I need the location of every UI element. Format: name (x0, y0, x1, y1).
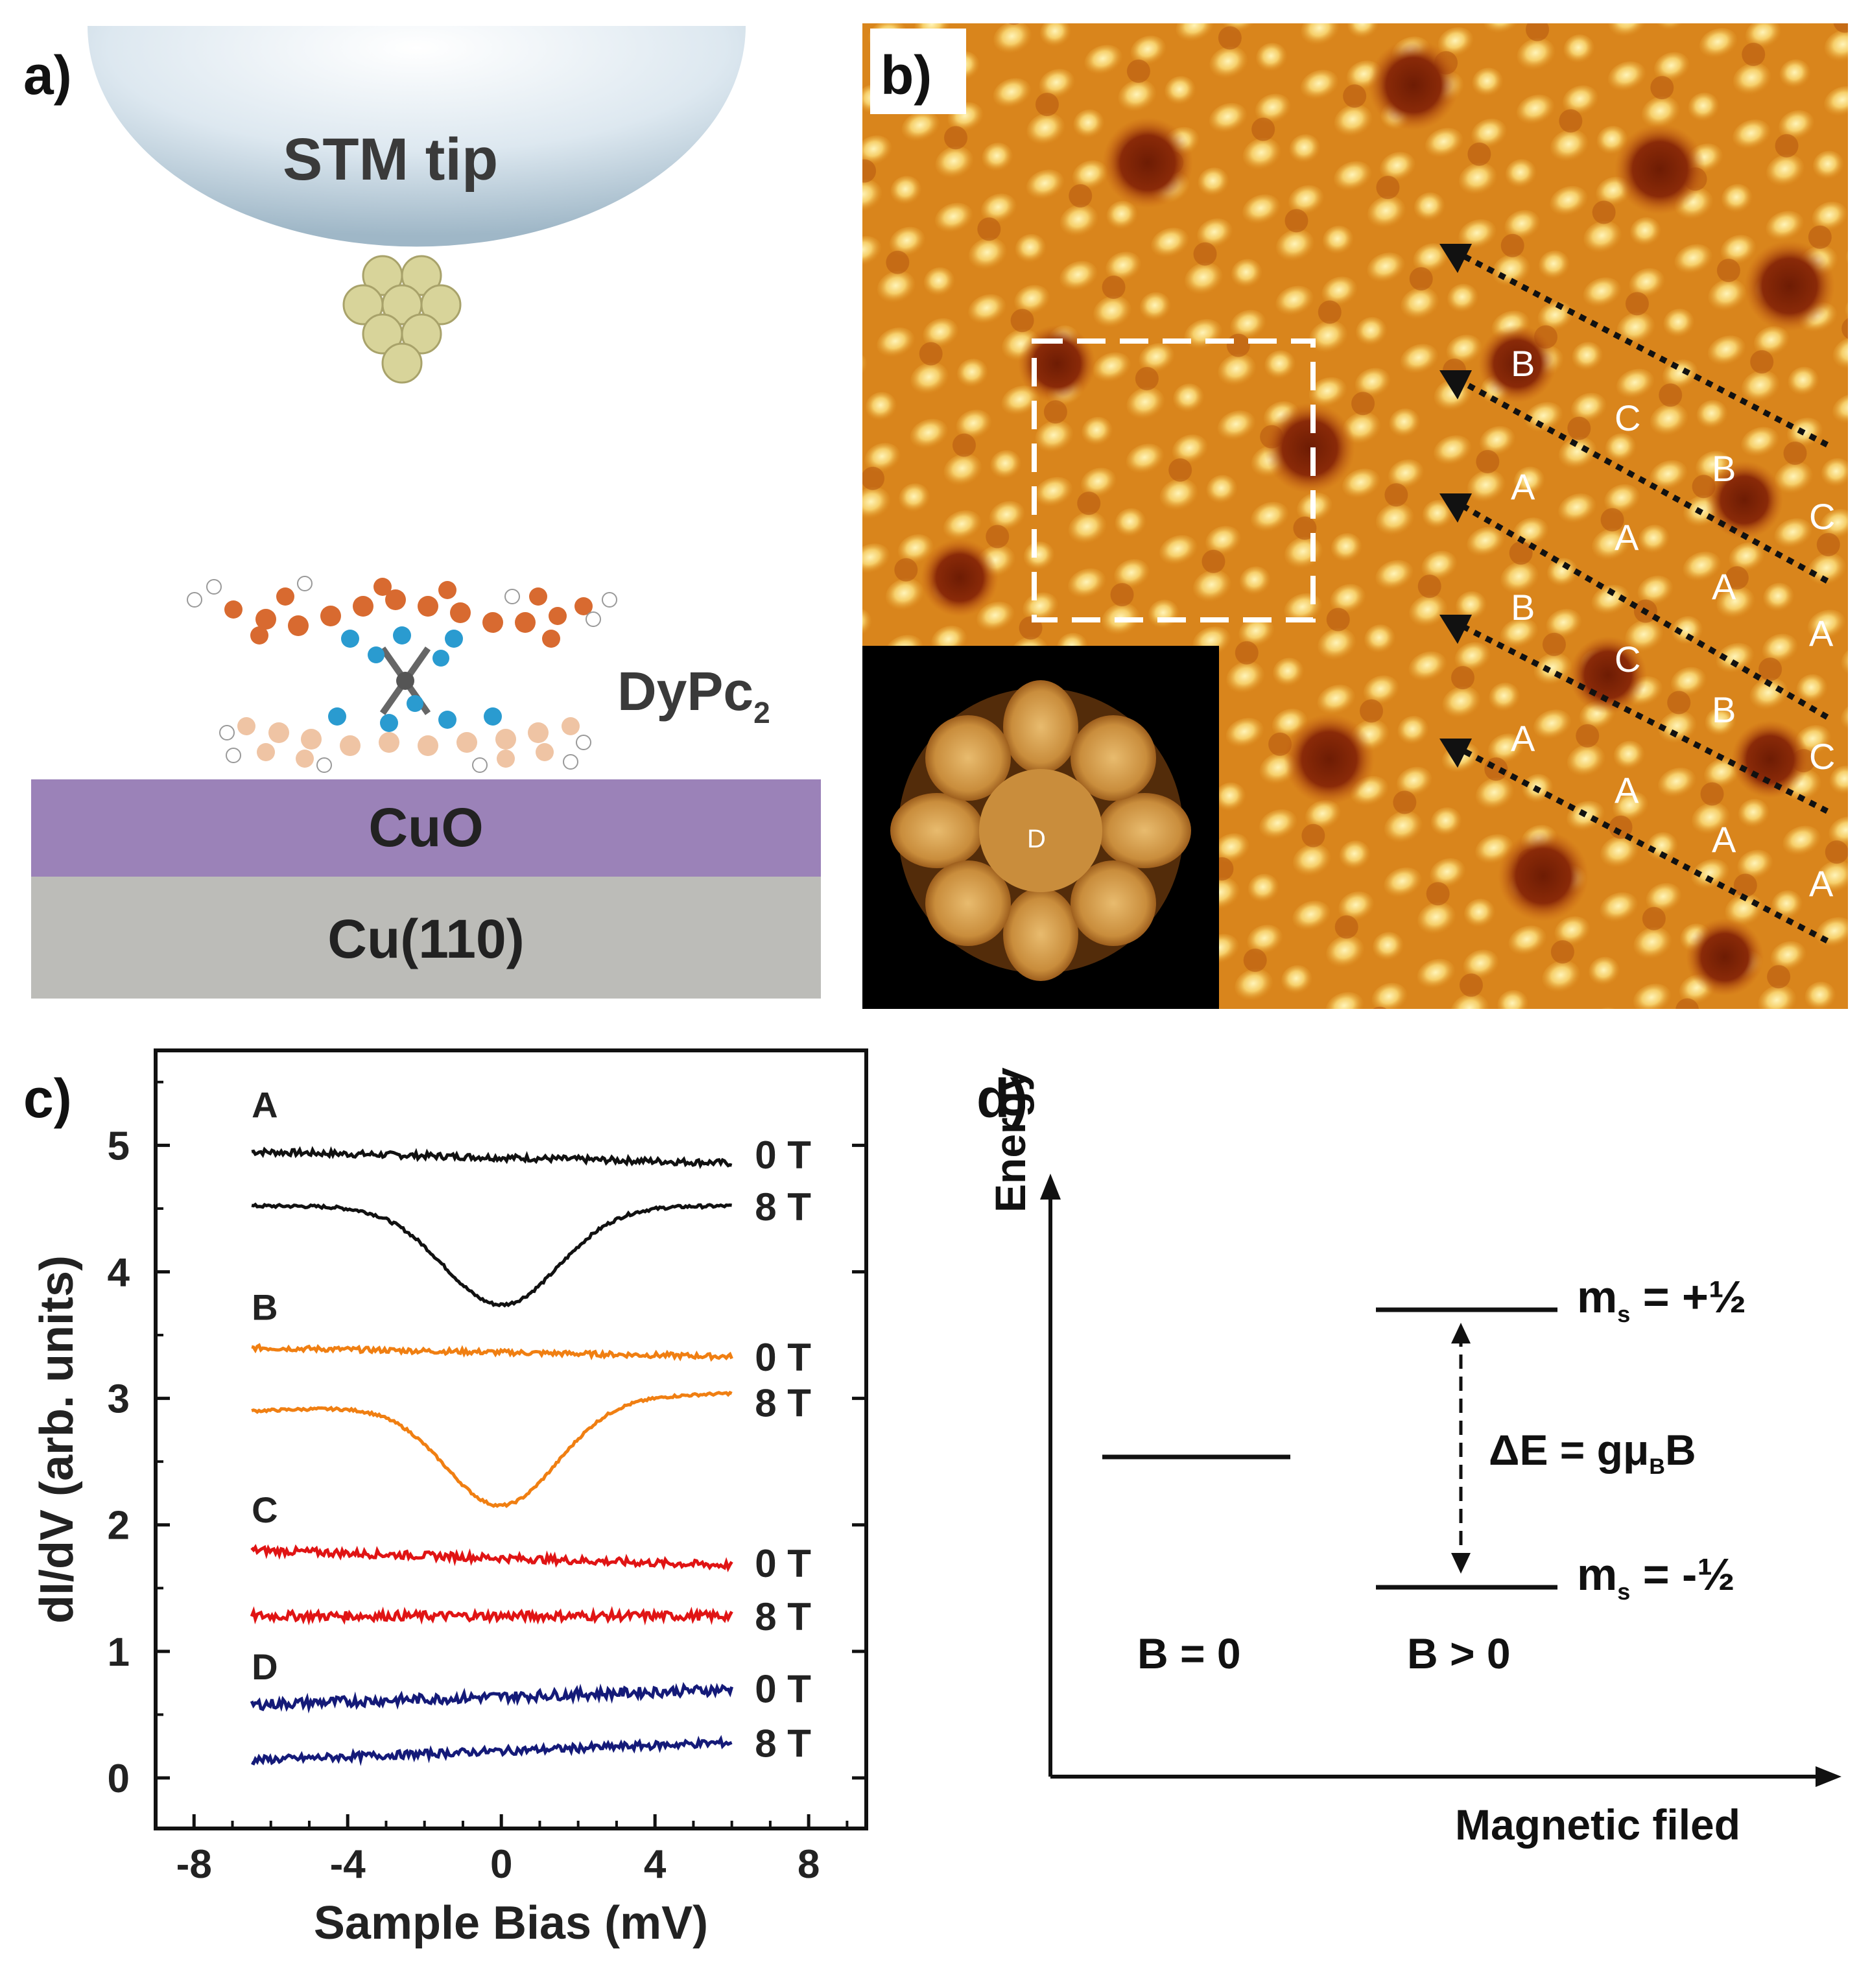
cu110-label: Cu(110) (327, 908, 525, 969)
site-label: A (1809, 613, 1834, 654)
site-label: A (1511, 466, 1535, 507)
tip-atoms (342, 255, 462, 384)
splitting-arrow-head-up (1451, 1323, 1471, 1343)
site-label: C (1809, 496, 1836, 537)
x-tick-label: 4 (644, 1842, 667, 1887)
y-tick-label: 5 (108, 1124, 130, 1168)
series-group-label: B (252, 1287, 278, 1328)
y-tick-label: 0 (108, 1757, 130, 1801)
panel-d-label: d) (976, 1068, 1028, 1129)
series-line (251, 1343, 733, 1362)
field-label: 0 T (755, 1542, 811, 1585)
site-label: A (1511, 718, 1535, 759)
site-label: C (1615, 397, 1641, 438)
selection-dashed-box (1032, 338, 1316, 622)
series-line (250, 1605, 733, 1626)
panel-d-diagram (1040, 1174, 1841, 1787)
y-tick-label: 1 (108, 1630, 130, 1675)
splitting-arrow-head-down (1451, 1553, 1471, 1574)
series-line (250, 1682, 733, 1714)
cuo-label: CuO (368, 797, 484, 858)
series-line (251, 1146, 733, 1170)
x-tick-label: 8 (798, 1842, 820, 1887)
field-label: 8 T (755, 1381, 811, 1425)
site-label: B (1511, 587, 1535, 628)
chart-frame (154, 1048, 868, 1830)
x-tick-label: -8 (176, 1842, 212, 1887)
field-label: 0 T (755, 1667, 811, 1710)
series-line (251, 1734, 733, 1766)
series-line (251, 1390, 733, 1508)
panel-b-label-box (870, 29, 966, 114)
dypc2-molecule (175, 576, 617, 773)
x-tick-label: -4 (330, 1842, 366, 1887)
site-label: B (1511, 343, 1535, 384)
site-label: A (1712, 566, 1736, 607)
site-label: A (1809, 863, 1834, 904)
stm-tip-label: STM tip (283, 126, 499, 193)
series-line (250, 1544, 733, 1572)
b-zero-label: B = 0 (1137, 1629, 1241, 1677)
splitting-label: ΔE = gμBB (1489, 1426, 1696, 1480)
x-axis-label: Sample Bias (mV) (314, 1897, 708, 1949)
y-tick-label: 2 (108, 1504, 130, 1548)
x-tick-label: 0 (490, 1842, 512, 1887)
b-positive-label: B > 0 (1407, 1629, 1511, 1677)
site-label: A (1712, 819, 1736, 860)
panel-c-label: c) (23, 1068, 72, 1129)
series-group-label: D (252, 1646, 278, 1687)
field-axis-arrow (1816, 1766, 1841, 1787)
site-label: B (1712, 448, 1736, 489)
dypc2-label: DyPc2 (617, 661, 770, 729)
y-tick-label: 4 (108, 1250, 130, 1295)
site-label: B (1712, 689, 1736, 730)
series-line (251, 1202, 732, 1308)
energy-axis-arrow (1040, 1174, 1061, 1200)
site-label: C (1615, 639, 1641, 680)
panel-a-label: a) (23, 45, 72, 106)
field-label: 0 T (755, 1133, 811, 1177)
y-axis-label: dI/dV (arb. units) (31, 1255, 83, 1624)
site-label: C (1809, 736, 1836, 777)
panel-b-stm-image (862, 23, 1848, 1009)
field-label: 8 T (755, 1595, 811, 1639)
arrow-heads (1439, 244, 1472, 768)
site-label: A (1615, 770, 1639, 811)
lower-level-label: ms = -½ (1577, 1549, 1735, 1605)
field-axis-label: Magnetic filed (1455, 1801, 1741, 1849)
site-label: A (1615, 517, 1639, 558)
series-group-label: C (252, 1489, 278, 1530)
field-label: 0 T (755, 1336, 811, 1379)
y-tick-label: 3 (108, 1377, 130, 1422)
field-label: 8 T (755, 1722, 811, 1765)
upper-level-label: ms = +½ (1577, 1272, 1747, 1327)
stm-tip-shape (88, 26, 746, 247)
energy-axis-label: Energy (986, 1067, 1034, 1213)
cuo-layer (31, 779, 821, 877)
panel-b-label: b) (881, 45, 932, 106)
stm-dark-holes (921, 40, 1835, 996)
inset-molecule (890, 680, 1191, 981)
field-label: 8 T (755, 1185, 811, 1229)
inset-center-label: D (1027, 825, 1046, 853)
cu110-layer (31, 877, 821, 999)
direction-arrows (1450, 248, 1829, 943)
series-group-label: A (252, 1084, 278, 1125)
panel-a-illustration (31, 26, 821, 999)
